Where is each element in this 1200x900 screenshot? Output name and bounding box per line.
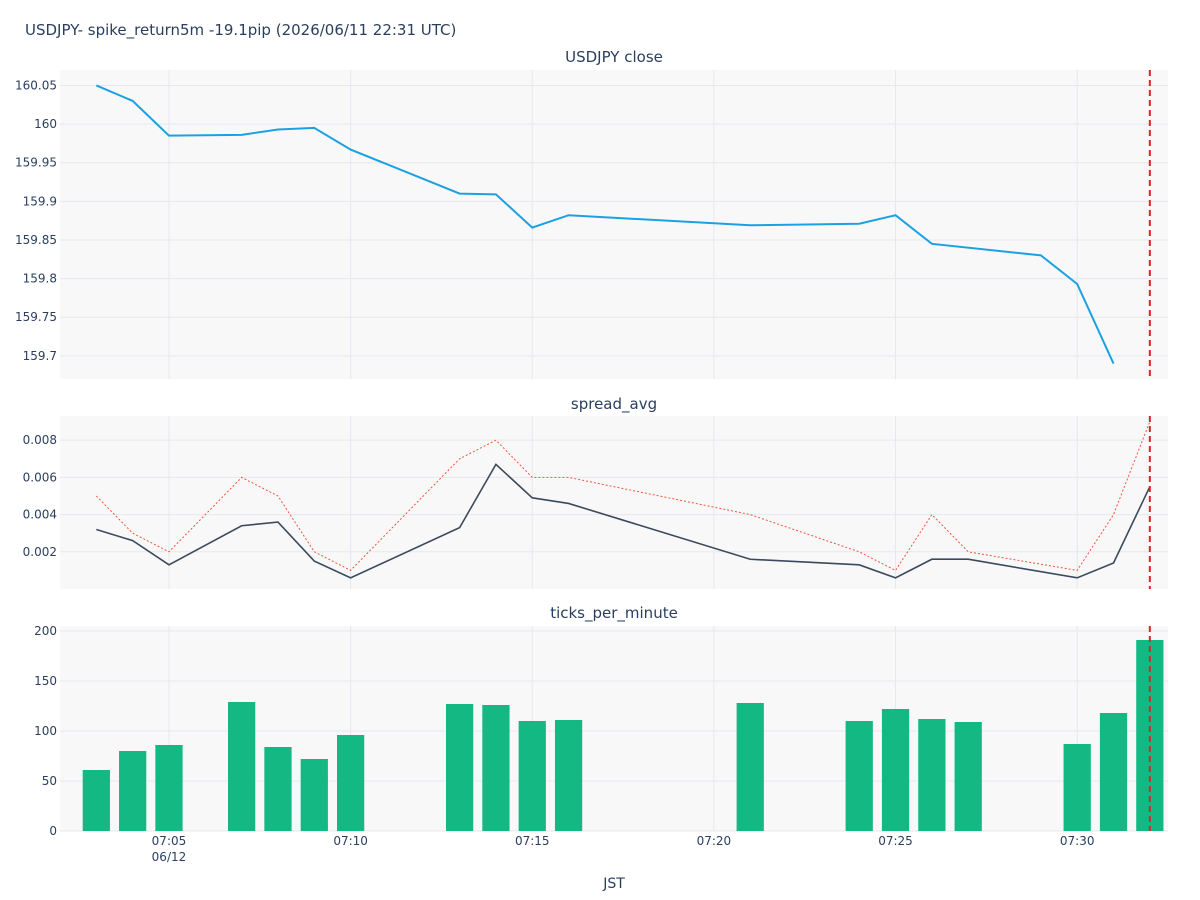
- y-tick-label: 159.9: [23, 194, 57, 208]
- x-tick-label: 07:15: [515, 834, 550, 848]
- tick-count-bar: [228, 702, 256, 831]
- tick-count-bar: [1099, 713, 1128, 831]
- tick-count-bar: [845, 721, 873, 831]
- tick-count-bar: [918, 719, 946, 831]
- tick-count-bar: [155, 745, 183, 831]
- x-tick-label: 07:25: [878, 834, 913, 848]
- ticks-panel-background: [60, 626, 1168, 831]
- ticks-panel: ticks_per_minute 0 50 100 150 200: [34, 604, 1168, 838]
- y-tick-label: 0: [49, 824, 57, 838]
- x-tick-label: 07:05: [152, 834, 187, 848]
- close-series-line: [95, 84, 1115, 364]
- y-tick-label: 159.8: [23, 272, 57, 286]
- y-tick-label: 159.75: [15, 310, 57, 324]
- y-tick-label: 50: [42, 774, 57, 788]
- tick-count-bar: [518, 721, 546, 831]
- tick-count-bar: [881, 709, 910, 831]
- y-tick-label: 0.006: [23, 470, 57, 484]
- y-tick-label: 100: [34, 724, 57, 738]
- tick-count-bar: [82, 770, 110, 831]
- ticks-panel-title: ticks_per_minute: [550, 604, 678, 623]
- x-tick-label: 07:10: [333, 834, 368, 848]
- y-tick-label: 200: [34, 624, 57, 638]
- spread-solid-series-line: [96, 463, 1151, 579]
- tick-count-bar: [445, 704, 474, 831]
- x-tick-date-label: 06/12: [152, 850, 187, 864]
- x-tick-label: 07:20: [697, 834, 732, 848]
- y-tick-label: 159.85: [15, 233, 57, 247]
- close-panel-title: USDJPY close: [565, 48, 663, 66]
- spread-panel: spread_avg 0.002 0.004 0.006 0.008: [23, 395, 1168, 589]
- spread-panel-title: spread_avg: [571, 395, 657, 414]
- tick-count-bar: [554, 720, 583, 831]
- close-panel: USDJPY close 160.05 160 159.95 159.9 159.85 1…: [15, 48, 1168, 379]
- x-tick-label: 07:30: [1060, 834, 1095, 848]
- y-tick-label: 0.002: [23, 545, 57, 559]
- y-tick-label: 0.008: [23, 433, 57, 447]
- tick-count-bar: [954, 722, 982, 831]
- close-panel-background: [60, 70, 1168, 379]
- tick-count-bar: [264, 747, 292, 831]
- y-tick-label: 159.7: [23, 349, 57, 363]
- tick-count-bar: [482, 705, 510, 831]
- tick-count-bar: [1063, 744, 1091, 831]
- tick-count-bar: [300, 759, 328, 831]
- tick-count-bar: [119, 751, 147, 831]
- y-tick-label: 150: [34, 674, 57, 688]
- tick-count-bar: [337, 735, 365, 831]
- chart-title: USDJPY- spike_return5m -19.1pip (2026/06…: [25, 21, 456, 40]
- tick-count-bar: [736, 703, 764, 831]
- x-axis: 07:05 06/12 07:10 07:15 07:20 07:25 07:30: [152, 834, 1095, 864]
- y-tick-label: 160.05: [15, 78, 57, 92]
- y-tick-label: 159.95: [15, 156, 57, 170]
- spread-dotted-series-line: [95, 421, 1151, 572]
- y-tick-label: 0.004: [23, 508, 57, 522]
- spread-panel-background: [60, 416, 1168, 589]
- x-axis-label: JST: [602, 876, 625, 892]
- y-tick-label: 160: [34, 117, 57, 131]
